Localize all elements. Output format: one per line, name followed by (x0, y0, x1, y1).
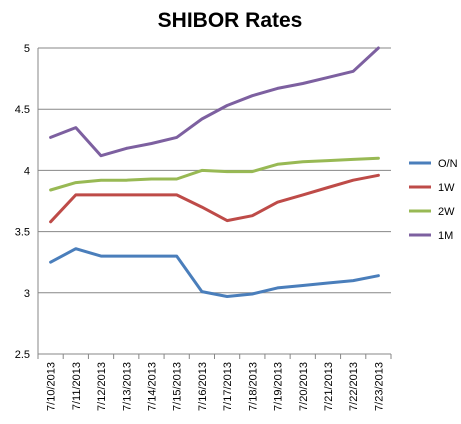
series-line-1m (49, 46, 380, 158)
x-tick-label: 7/18/2013 (247, 362, 259, 411)
y-tick-label: 5 (24, 43, 30, 55)
legend-label-1m: 1M (438, 230, 453, 242)
x-axis-tick-labels: 7/10/2013 7/11/2013 7/12/2013 7/13/2013 7/14… (46, 362, 386, 411)
x-tick-label: 7/15/2013 (172, 362, 184, 411)
x-tick-label: 7/10/2013 (46, 362, 58, 411)
x-tick-label: 7/19/2013 (273, 362, 285, 411)
y-tick-label: 3 (24, 288, 30, 300)
legend: O/N 1W 2W 1M (409, 158, 458, 242)
legend-label-1w: 1W (438, 182, 455, 194)
series-lines (49, 46, 380, 298)
y-tick-label: 3.5 (15, 227, 30, 239)
x-tick-label: 7/16/2013 (197, 362, 209, 411)
axes (37, 48, 392, 359)
y-axis-tick-labels: 2.5 3 3.5 4 4.5 5 (15, 43, 30, 361)
series-line-on (49, 247, 380, 298)
x-tick-label: 7/20/2013 (298, 362, 310, 411)
x-tick-label: 7/14/2013 (146, 362, 158, 411)
legend-label-2w: 2W (438, 206, 455, 218)
x-tick-label: 7/13/2013 (121, 362, 133, 411)
series-line-2w (49, 156, 380, 192)
x-tick-label: 7/22/2013 (348, 362, 360, 411)
x-tick-label: 7/12/2013 (96, 362, 108, 411)
y-tick-label: 4 (24, 165, 30, 177)
y-tick-label: 2.5 (15, 349, 30, 361)
x-tick-label: 7/11/2013 (71, 362, 83, 410)
x-tick-label: 7/21/2013 (323, 362, 335, 411)
x-tick-label: 7/17/2013 (222, 362, 234, 411)
chart-title: SHIBOR Rates (158, 9, 303, 32)
legend-label-on: O/N (438, 158, 458, 170)
series-line-1w (49, 173, 380, 224)
y-tick-label: 4.5 (15, 104, 30, 116)
x-tick-label: 7/23/2013 (373, 362, 385, 411)
